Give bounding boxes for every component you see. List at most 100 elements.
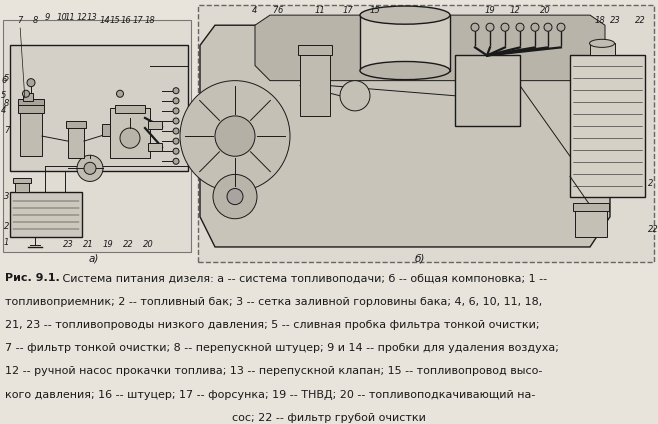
Text: 4: 4 (252, 6, 258, 14)
Text: 20: 20 (143, 240, 153, 249)
Text: 22: 22 (122, 240, 134, 249)
Bar (115, 105, 145, 113)
Circle shape (173, 118, 179, 124)
Circle shape (516, 23, 524, 31)
Bar (23, 93, 33, 101)
Circle shape (557, 23, 565, 31)
Text: 12 -- ручной насос прокачки топлива; 13 -- перепускной клапан; 15 -- топливопров: 12 -- ручной насос прокачки топлива; 13 … (5, 366, 543, 376)
Bar (360, 15, 450, 70)
Circle shape (471, 23, 479, 31)
Text: 16: 16 (120, 16, 132, 25)
Bar (10, 45, 188, 171)
Circle shape (116, 90, 124, 97)
Text: 9: 9 (44, 13, 50, 22)
Text: 21: 21 (83, 240, 93, 249)
Text: 18: 18 (145, 16, 155, 25)
Circle shape (173, 98, 179, 104)
Text: 11: 11 (64, 13, 76, 22)
Bar (66, 121, 86, 128)
Text: 7: 7 (272, 6, 278, 14)
Text: 18: 18 (595, 16, 605, 25)
Text: 17: 17 (133, 16, 143, 25)
Polygon shape (255, 15, 605, 81)
Bar (298, 45, 332, 56)
Circle shape (173, 88, 179, 94)
Circle shape (215, 116, 255, 156)
Text: 7: 7 (17, 16, 22, 25)
Text: 12: 12 (510, 6, 520, 14)
Circle shape (27, 78, 35, 86)
Text: 6: 6 (277, 6, 283, 14)
Text: 23: 23 (63, 240, 74, 249)
Bar (300, 50, 330, 116)
Text: 23: 23 (609, 16, 620, 25)
Circle shape (501, 23, 509, 31)
Text: кого давления; 16 -- штуцер; 17 -- форсунка; 19 -- ТНВД; 20 -- топливоподкачиваю: кого давления; 16 -- штуцер; 17 -- форсу… (5, 390, 536, 399)
Bar (575, 206, 607, 237)
Text: 15: 15 (110, 16, 120, 25)
Text: 14: 14 (99, 16, 111, 25)
Circle shape (486, 23, 494, 31)
Bar (18, 99, 44, 105)
Text: 12: 12 (76, 13, 88, 22)
Text: 17: 17 (343, 6, 353, 14)
Text: 4: 4 (1, 106, 7, 115)
Bar (3, 20, 191, 252)
Text: Система питания дизеля: а -- система топливоподачи; б -- общая компоновка; 1 --: Система питания дизеля: а -- система топ… (59, 273, 547, 283)
Circle shape (531, 23, 539, 31)
Text: 5: 5 (1, 91, 7, 100)
Text: 13: 13 (87, 13, 97, 22)
Text: 3: 3 (4, 192, 9, 201)
Circle shape (173, 148, 179, 154)
Bar (570, 56, 645, 197)
Circle shape (22, 90, 30, 97)
Bar (148, 143, 162, 151)
Circle shape (180, 81, 290, 192)
Circle shape (120, 128, 140, 148)
Bar (10, 192, 82, 237)
Circle shape (213, 174, 257, 219)
Circle shape (84, 162, 96, 174)
Bar (455, 56, 520, 126)
Text: Рис. 9.1.: Рис. 9.1. (5, 273, 60, 283)
Ellipse shape (360, 6, 450, 24)
Circle shape (173, 128, 179, 134)
Text: 19: 19 (103, 240, 113, 249)
Circle shape (173, 108, 179, 114)
Bar (13, 179, 31, 184)
Text: сос; 22 -- фильтр грубой очистки: сос; 22 -- фильтр грубой очистки (232, 413, 426, 423)
Text: 19: 19 (485, 6, 495, 14)
Circle shape (173, 158, 179, 165)
Text: а): а) (89, 253, 99, 263)
Ellipse shape (360, 61, 450, 80)
Text: топливоприемник; 2 -- топливный бак; 3 -- сетка заливной горловины бака; 4, 6, 1: топливоприемник; 2 -- топливный бак; 3 -… (5, 297, 542, 307)
Text: 20: 20 (540, 6, 550, 14)
Text: 8: 8 (32, 16, 38, 25)
Text: 5: 5 (4, 74, 9, 83)
Bar (15, 181, 29, 192)
Bar (148, 121, 162, 129)
Text: 22: 22 (648, 225, 658, 234)
Bar (20, 108, 42, 156)
Text: 6: 6 (1, 76, 7, 85)
Text: 1: 1 (4, 238, 9, 247)
Text: 7 -- фильтр тонкой очистки; 8 -- перепускной штуцер; 9 и 14 -- пробки для удален: 7 -- фильтр тонкой очистки; 8 -- перепус… (5, 343, 559, 353)
Text: 22: 22 (634, 16, 645, 25)
Text: б): б) (415, 253, 425, 263)
Text: 11: 11 (315, 6, 325, 14)
Text: 2: 2 (4, 222, 9, 231)
Ellipse shape (590, 39, 615, 47)
Circle shape (173, 138, 179, 144)
Bar (110, 108, 150, 158)
Text: 21, 23 -- топливопроводы низкого давления; 5 -- сливная пробка фильтра тонкой оч: 21, 23 -- топливопроводы низкого давлени… (5, 320, 540, 330)
Text: 2: 2 (648, 179, 653, 189)
Circle shape (227, 189, 243, 205)
Bar (18, 105, 44, 113)
Text: 8: 8 (4, 99, 9, 108)
Bar (68, 123, 84, 158)
Text: 15: 15 (370, 6, 380, 14)
Circle shape (544, 23, 552, 31)
Circle shape (340, 81, 370, 111)
Text: 10: 10 (57, 13, 67, 22)
Bar (198, 5, 654, 262)
